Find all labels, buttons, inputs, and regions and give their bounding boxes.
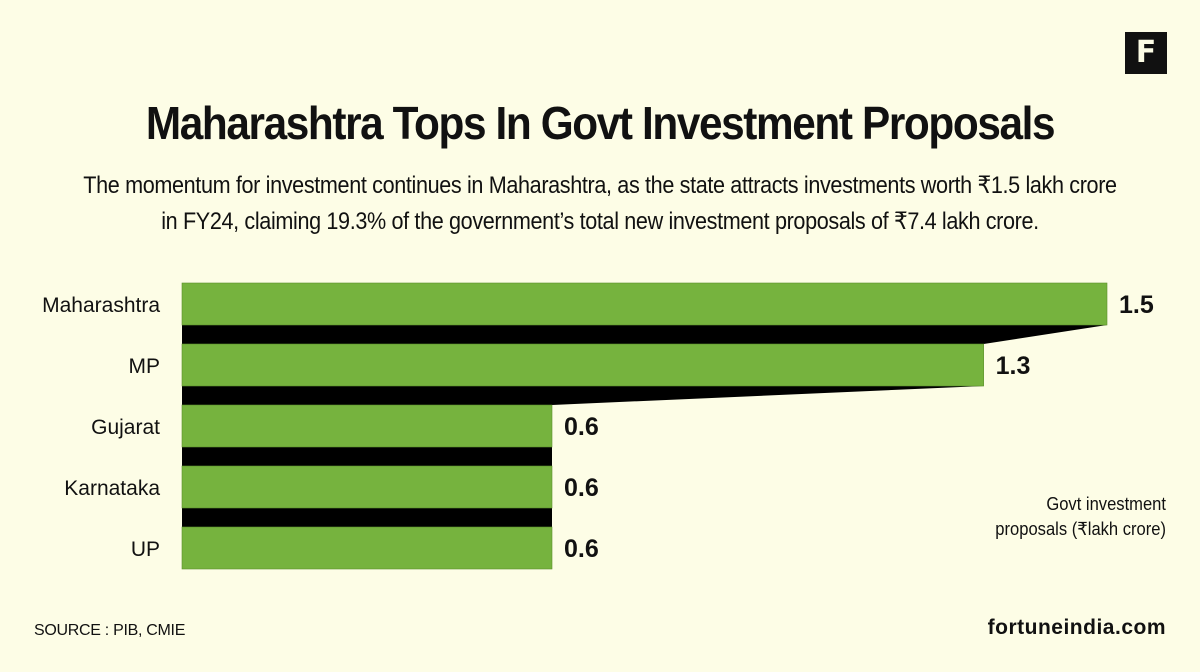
value-label-maharashtra: 1.5 — [1119, 291, 1154, 319]
bar-connector-2 — [182, 386, 984, 405]
unit-label-line-2: proposals (₹lakh crore) — [995, 519, 1166, 539]
value-label-gujarat: 0.6 — [564, 413, 599, 441]
subtitle-line-1: The momentum for investment continues in… — [83, 172, 1117, 199]
value-label-mp: 1.3 — [996, 352, 1031, 380]
category-label-gujarat: Gujarat — [91, 416, 160, 439]
value-label-up: 0.6 — [564, 535, 599, 563]
bar-connector-3 — [182, 447, 552, 466]
value-label-karnataka: 0.6 — [564, 474, 599, 502]
category-label-up: UP — [131, 538, 160, 561]
bar-up — [181, 526, 553, 570]
bar-connector-4 — [182, 508, 552, 527]
page-title: Maharashtra Tops In Govt Investment Prop… — [145, 97, 1056, 149]
fortune-logo: F — [1125, 32, 1167, 74]
bar-gujarat — [181, 404, 553, 448]
category-label-mp: MP — [129, 355, 161, 378]
bar-karnataka — [181, 465, 553, 509]
page-subtitle: The momentum for investment continues in… — [60, 168, 1140, 240]
site-url: fortuneindia.com — [987, 616, 1166, 639]
unit-label: Govt investment proposals (₹lakh crore) — [927, 492, 1166, 542]
bar-mp — [181, 343, 984, 387]
source-note: SOURCE : PIB, CMIE — [34, 622, 186, 639]
bar-maharashtra — [181, 282, 1108, 326]
unit-label-line-1: Govt investment — [1046, 494, 1166, 514]
category-label-karnataka: Karnataka — [64, 477, 160, 500]
bar-connector-1 — [182, 325, 1107, 344]
category-label-maharashtra: Maharashtra — [42, 294, 160, 317]
subtitle-line-2: in FY24, claiming 19.3% of the governmen… — [161, 208, 1039, 235]
